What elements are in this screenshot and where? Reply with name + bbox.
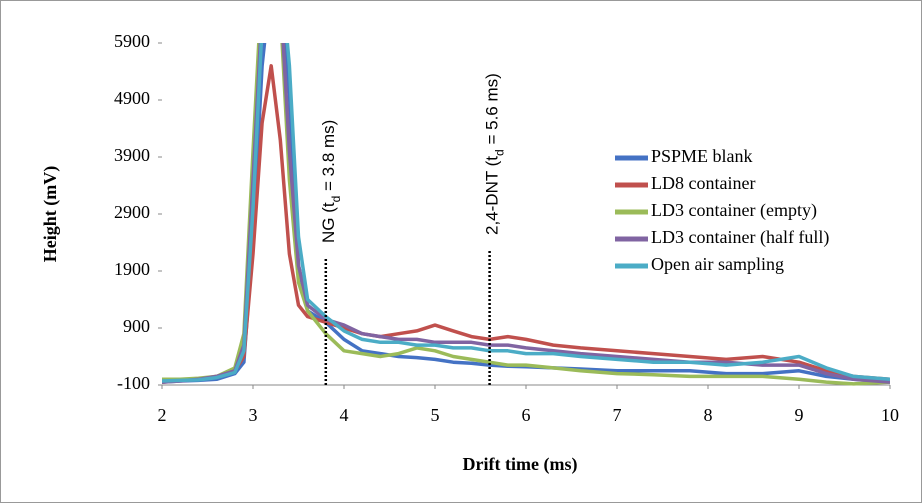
y-tick-label: 900: [123, 316, 150, 336]
annotation-text-part: 2,4-DNT (t: [483, 156, 502, 235]
plot-lines: [162, 43, 890, 386]
x-tick-label: 6: [522, 405, 531, 425]
x-tick-label: 8: [704, 405, 713, 425]
x-tick-label: 9: [795, 405, 804, 425]
legend-label: LD8 container: [651, 173, 755, 193]
annotation-text-part: = 3.8 ms): [319, 120, 338, 196]
x-tick-label: 4: [340, 405, 349, 425]
legend-label: LD3 container (half full): [651, 227, 829, 248]
x-axis-label: Drift time (ms): [463, 454, 578, 475]
x-tick-label: 10: [881, 405, 899, 425]
y-tick-label: -100: [117, 373, 150, 393]
x-tick-label: 2: [158, 405, 167, 425]
annotation-text-part: = 5.6 ms): [483, 73, 502, 149]
y-tick-label: 4900: [114, 88, 150, 108]
legend-label: Open air sampling: [651, 254, 784, 274]
y-tick-label: 1900: [114, 259, 150, 279]
annotation-text-part: d: [493, 149, 507, 156]
annotation-text: 2,4-DNT (td = 5.6 ms): [483, 73, 507, 235]
x-tick-label: 3: [249, 405, 258, 425]
legend-label: LD3 container (empty): [651, 200, 817, 221]
y-tick-label: 5900: [114, 31, 150, 51]
annotation-text: NG (td = 3.8 ms): [319, 120, 343, 243]
series-line: [162, 64, 890, 384]
y-tick-label: 2900: [114, 202, 150, 222]
legend-label: PSPME blank: [651, 146, 753, 166]
y-tick-label: 3900: [114, 145, 150, 165]
x-tick-label: 5: [431, 405, 440, 425]
series-line: [162, 43, 890, 383]
x-tick-label: 7: [613, 405, 622, 425]
y-axis-label: Height (mV): [40, 166, 61, 262]
annotation-text-part: NG (t: [319, 202, 338, 243]
annotation-text-part: d: [329, 196, 343, 203]
